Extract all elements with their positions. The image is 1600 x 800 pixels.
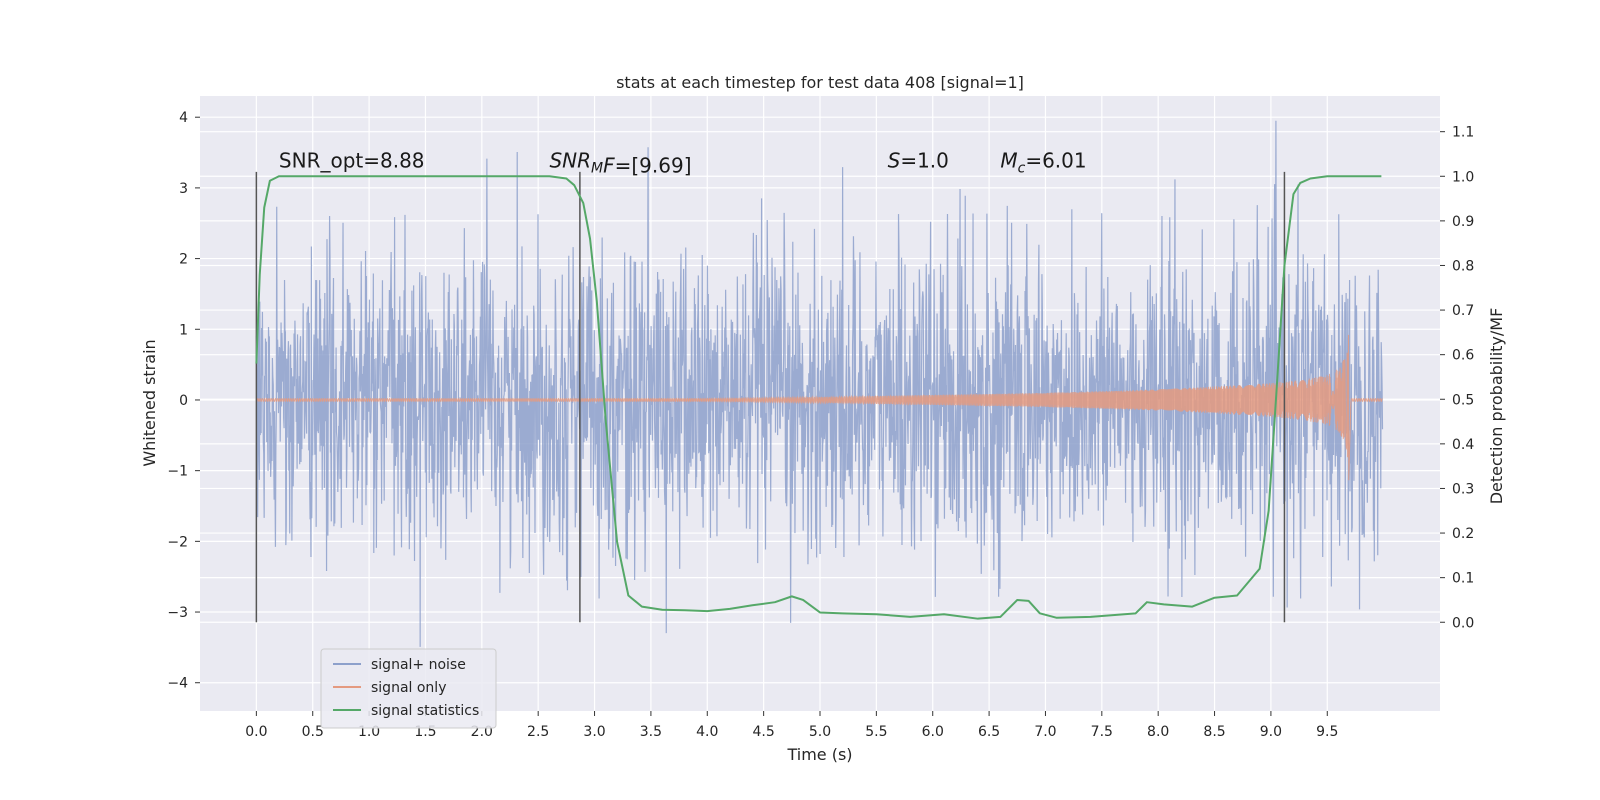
y2-tick-label: 0.5 <box>1452 392 1474 408</box>
x-tick-label: 6.5 <box>978 724 1000 740</box>
signal-trace <box>255 334 1383 481</box>
y2-tick-label: 0.4 <box>1452 437 1474 453</box>
x-tick-label: 0.0 <box>245 724 267 740</box>
legend: signal+ noise signal only signal statist… <box>320 648 497 729</box>
x-axis-label: Time (s) <box>786 745 852 764</box>
x-tick-label: 0.5 <box>302 724 324 740</box>
y2-tick-label: 0.2 <box>1452 526 1474 542</box>
vertical-lines <box>255 171 1286 623</box>
annotations: SNR_opt=8.88 SNRMF=[9.69] S=1.0 Mc=6.01 <box>279 148 1087 177</box>
x-tick-label: 9.5 <box>1316 724 1338 740</box>
y2-axis-label: Detection probability/MF <box>1487 308 1506 505</box>
signal-only-series <box>255 334 1383 481</box>
y2-tick-label: 0.6 <box>1452 348 1474 364</box>
annotation-snr-mf: SNRMF=[9.69] <box>549 148 691 177</box>
signal-statistics-series <box>255 175 1382 620</box>
y2-tick-label: 0.8 <box>1452 258 1474 274</box>
legend-label-stat: signal statistics <box>371 703 479 719</box>
statistics-line <box>255 175 1382 620</box>
y-tick-label: −1 <box>167 464 188 480</box>
y-tick-label: 3 <box>179 181 188 197</box>
y-axis-label: Whitened strain <box>140 339 159 466</box>
y2-tick-label: 0.0 <box>1452 615 1474 631</box>
legend-label-signal: signal only <box>371 680 446 696</box>
y2-axis-ticks: 1.1 1.0 0.9 0.8 0.7 0.6 0.5 0.4 0.3 0.2 0.1 0.0 <box>1440 125 1474 631</box>
x-tick-label: 2.5 <box>527 724 549 740</box>
x-tick-label: 6.0 <box>922 724 944 740</box>
x-tick-label: 9.0 <box>1260 724 1282 740</box>
y-tick-label: −2 <box>167 534 188 550</box>
annotation-snr-opt: SNR_opt=8.88 <box>279 148 425 172</box>
signal-plus-noise-series <box>255 120 1384 647</box>
x-tick-label: 8.0 <box>1147 724 1169 740</box>
y2-tick-label: 1.0 <box>1452 169 1474 185</box>
y-tick-label: 0 <box>179 393 188 409</box>
x-tick-label: 4.5 <box>753 724 775 740</box>
x-tick-label: 7.0 <box>1034 724 1056 740</box>
x-tick-label: 8.5 <box>1203 724 1225 740</box>
y2-tick-label: 0.1 <box>1452 571 1474 587</box>
x-tick-label: 4.0 <box>696 724 718 740</box>
legend-label-noise: signal+ noise <box>371 657 466 673</box>
x-axis-ticks: 0.0 0.5 1.0 1.5 2.0 2.5 3.0 3.5 4.0 4.5 5.0 5.5 6.0 6… <box>245 711 1338 740</box>
y-tick-label: 4 <box>179 110 188 126</box>
y2-tick-label: 0.3 <box>1452 481 1474 497</box>
noise-trace <box>255 120 1384 647</box>
x-tick-label: 5.0 <box>809 724 831 740</box>
x-tick-label: 3.5 <box>640 724 662 740</box>
legend-box <box>320 648 497 729</box>
y2-tick-label: 0.9 <box>1452 214 1474 230</box>
y2-tick-label: 1.1 <box>1452 125 1474 141</box>
chart-title: stats at each timestep for test data 408… <box>616 73 1024 92</box>
y-axis-ticks: 4 3 2 1 0 −1 −2 −3 −4 <box>167 110 200 692</box>
y-tick-label: −4 <box>167 676 188 692</box>
y2-tick-label: 0.7 <box>1452 303 1474 319</box>
x-tick-label: 3.0 <box>583 724 605 740</box>
x-tick-label: 7.5 <box>1091 724 1113 740</box>
y-tick-label: −3 <box>167 605 188 621</box>
annotation-s: S=1.0 <box>888 148 949 172</box>
annotation-mc: Mc=6.01 <box>1000 148 1086 176</box>
x-tick-label: 5.5 <box>865 724 887 740</box>
y-tick-label: 1 <box>179 322 188 338</box>
y-tick-label: 2 <box>179 252 188 268</box>
